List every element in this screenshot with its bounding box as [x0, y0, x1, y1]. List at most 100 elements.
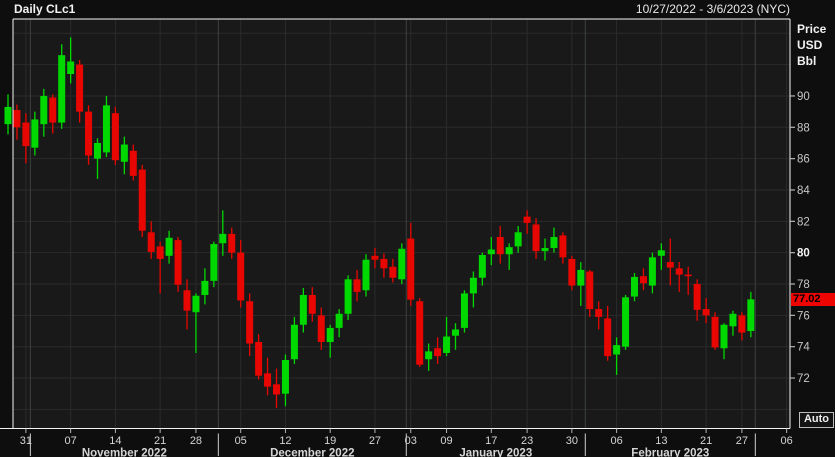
candle-body [469, 277, 477, 294]
chart-title: Daily CLc1 [14, 2, 76, 16]
candle-body [568, 258, 576, 286]
candle-body [550, 236, 558, 248]
candle-body [102, 105, 110, 153]
x-tick-label: 14 [109, 435, 121, 447]
candle-body [308, 294, 316, 314]
candle-body [174, 240, 182, 285]
x-tick-label: 27 [369, 435, 381, 447]
candle-body [586, 271, 594, 310]
candle-body [13, 110, 21, 128]
candle-body [67, 61, 75, 75]
y-tick-label: 80 [797, 248, 810, 260]
candle-body [434, 348, 442, 357]
y-tick-label: 72 [797, 373, 810, 385]
auto-button[interactable]: Auto [799, 412, 834, 428]
x-tick-label: 23 [521, 435, 533, 447]
candle-body [604, 318, 612, 357]
candle-body [281, 360, 289, 394]
candle-body [452, 329, 459, 336]
candle-body [156, 246, 164, 259]
candle-body [425, 351, 433, 360]
candle-body [326, 327, 334, 342]
candle-body [129, 150, 137, 176]
x-tick-label: 09 [440, 435, 452, 447]
candle-body [111, 113, 119, 161]
candle-body [192, 295, 200, 313]
candle-body [496, 236, 504, 255]
x-tick-label: 07 [65, 435, 77, 447]
candle-body [4, 106, 12, 125]
candle-body [684, 274, 692, 277]
candle-body [389, 266, 397, 278]
candle-body [675, 268, 683, 275]
candle-body [22, 122, 30, 147]
y-axis-unit-price: Price [797, 22, 827, 36]
last-price-tag: 77.02 [791, 292, 835, 306]
x-tick-label: 12 [279, 435, 291, 447]
chart-date-range: 10/27/2022 - 3/6/2023 (NYC) [635, 2, 790, 16]
candle-body [443, 336, 451, 353]
candle-body [165, 237, 173, 256]
candle-body [693, 284, 701, 310]
candle-body [380, 258, 388, 269]
candle-body [532, 224, 540, 252]
candle-body [613, 345, 621, 355]
candle-body [40, 95, 48, 125]
x-tick-label: 31 [20, 435, 32, 447]
candle-body [353, 279, 361, 292]
x-tick-label: 21 [700, 435, 712, 447]
candle-body [228, 233, 236, 253]
x-tick-label: 27 [736, 435, 748, 447]
candle-body [666, 262, 674, 268]
candle-body [648, 257, 656, 286]
y-tick-label: 88 [797, 122, 810, 134]
candle-body [94, 142, 101, 159]
month-label: February 2023 [631, 448, 709, 457]
y-tick-label: 76 [797, 310, 810, 322]
y-tick-label: 86 [797, 154, 810, 166]
candle-body [398, 248, 406, 280]
candle-body [344, 279, 352, 314]
candle-body [219, 233, 227, 244]
candle-body [487, 249, 495, 255]
candle-body [183, 290, 191, 311]
candle-body [138, 169, 146, 231]
candle-body [631, 276, 638, 297]
x-tick-label: 05 [235, 435, 247, 447]
candle-body [120, 144, 128, 162]
candle-body [622, 297, 630, 347]
x-tick-label: 03 [405, 435, 417, 447]
x-tick-label: 13 [655, 435, 667, 447]
candle-body [237, 252, 245, 301]
x-tick-label: 17 [485, 435, 497, 447]
candle-body [559, 235, 567, 258]
candle-body [147, 232, 155, 252]
candle-body [595, 309, 603, 317]
candle-body [299, 294, 307, 325]
y-axis-unit: Price USD Bbl [797, 21, 826, 69]
x-tick-label: 19 [324, 435, 336, 447]
y-tick-label: 84 [797, 185, 810, 197]
y-tick-label: 82 [797, 216, 810, 228]
candle-body [273, 384, 280, 395]
candle-body [416, 301, 424, 365]
candle-body [541, 247, 549, 252]
y-axis-unit-currency: USD [797, 38, 823, 52]
month-label: December 2022 [270, 448, 354, 457]
x-tick-label: 06 [610, 435, 622, 447]
candle-body [639, 276, 647, 284]
candle-body [407, 238, 415, 300]
candle-body [738, 315, 746, 333]
candle-body [290, 324, 298, 360]
x-tick-label: 06 [781, 435, 793, 447]
candle-body [702, 309, 710, 316]
month-label: November 2022 [82, 448, 167, 457]
candle-body [747, 299, 755, 332]
candle-body [246, 301, 254, 344]
candle-body [720, 324, 728, 349]
candle-body [31, 119, 39, 148]
candle-body [514, 232, 522, 247]
candle-body [58, 55, 66, 123]
candle-body [478, 255, 486, 278]
